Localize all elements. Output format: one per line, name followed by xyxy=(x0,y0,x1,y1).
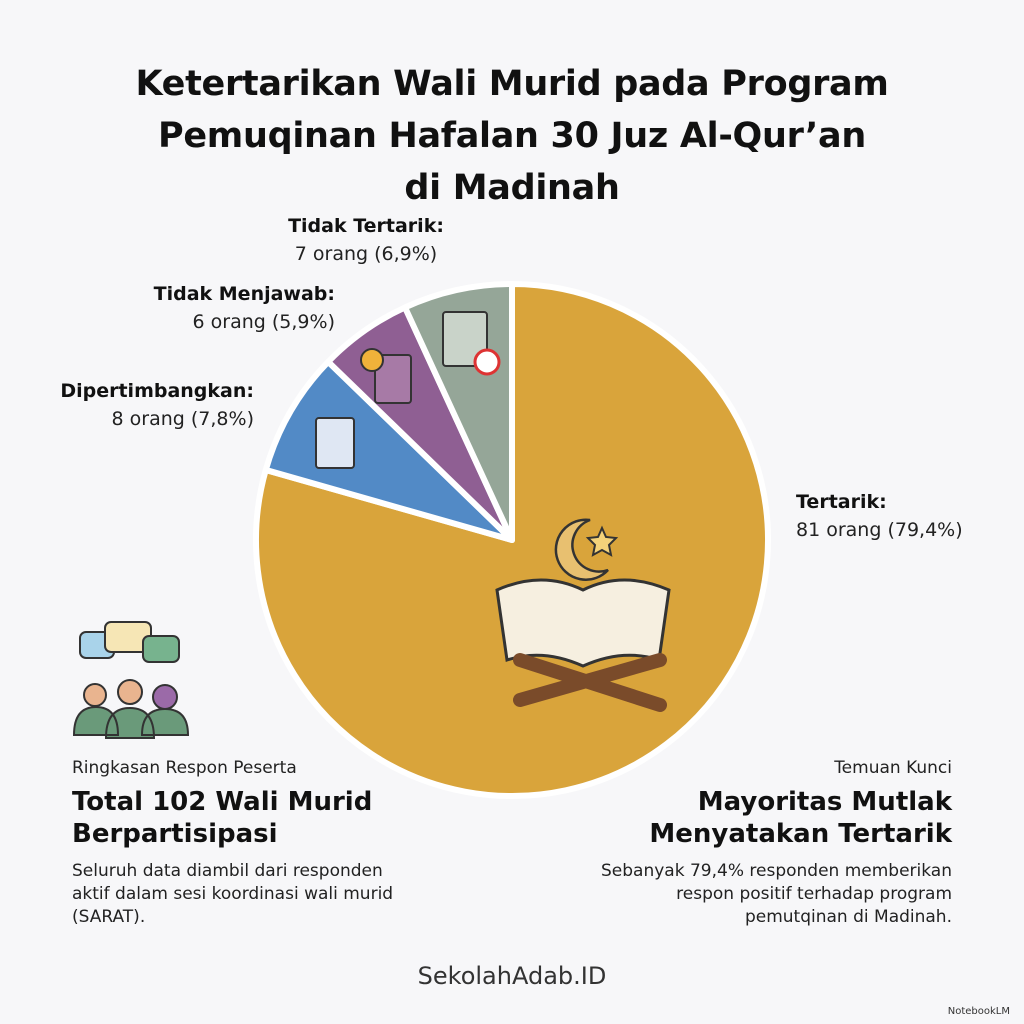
slice-label: Tertarik: xyxy=(796,491,887,513)
checklist-icon xyxy=(442,311,488,367)
chart-title: Ketertarikan Wali Murid pada Program Pem… xyxy=(135,64,889,208)
footer: SekolahAdab.ID xyxy=(417,962,607,990)
panel-heading: Total 102 Wali Murid Berpartisipasi xyxy=(72,787,373,849)
question-icon xyxy=(360,348,384,372)
person-icon xyxy=(152,684,178,710)
slice-value-label: 6 orang (5,9%) xyxy=(193,311,335,333)
forbidden-icon xyxy=(473,348,501,376)
panel-text: Sebanyak 79,4% responden memberikan resp… xyxy=(601,861,952,927)
watermark: NotebookLM xyxy=(947,1006,1010,1017)
people-icon xyxy=(72,705,190,739)
bubble-icon xyxy=(142,635,180,663)
icons xyxy=(72,311,671,739)
document-icon xyxy=(315,417,355,469)
slice-value-label: 8 orang (7,8%) xyxy=(112,408,254,430)
panel-kicker: Ringkasan Respon Peserta xyxy=(72,758,297,778)
crescent-icon xyxy=(554,518,609,581)
panel-heading: Mayoritas Mutlak Menyatakan Tertarik xyxy=(649,787,952,849)
slice-label: Tidak Menjawab: xyxy=(154,283,335,305)
person-icon xyxy=(117,679,143,705)
slice-value-label: 81 orang (79,4%) xyxy=(796,519,963,541)
slice-label: Dipertimbangkan: xyxy=(60,380,254,402)
pie-slice xyxy=(262,358,515,543)
slice-value-label: 7 orang (6,9%) xyxy=(295,243,437,265)
question-book-icon xyxy=(374,354,412,404)
panel-text: Seluruh data diambil dari responden akti… xyxy=(72,861,394,927)
slice-label: Tidak Tertarik: xyxy=(288,215,444,237)
star-icon xyxy=(585,525,619,557)
panel-kicker: Temuan Kunci xyxy=(834,758,952,778)
stand-icon xyxy=(513,653,667,712)
book-icon xyxy=(495,578,671,668)
person-icon xyxy=(83,683,107,707)
